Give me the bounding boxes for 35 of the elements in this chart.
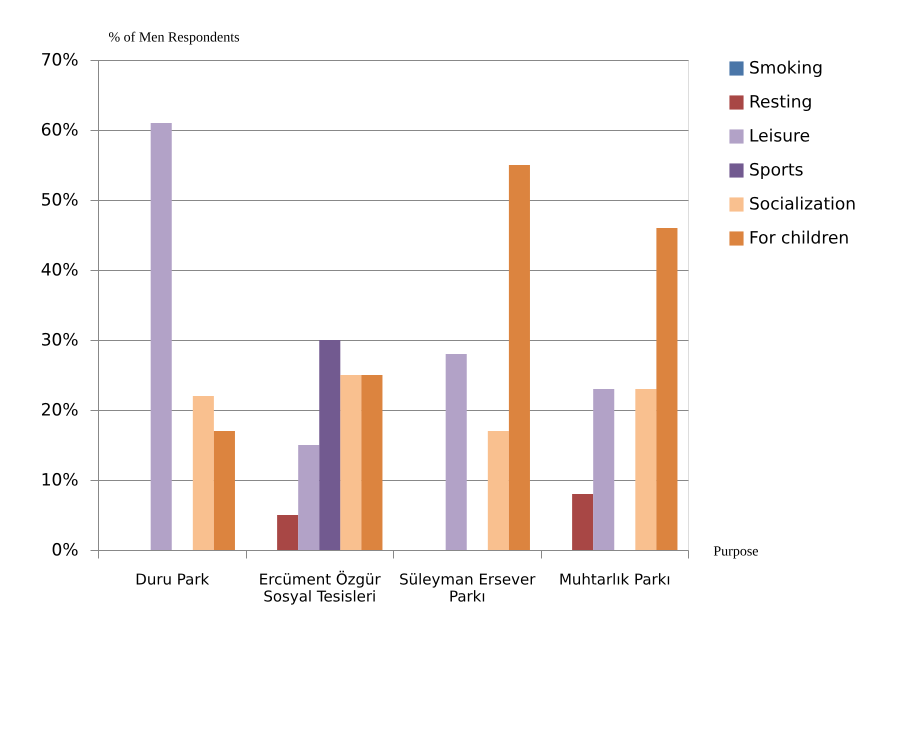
bar [593, 389, 614, 550]
bar [298, 445, 320, 550]
bar [214, 431, 235, 550]
y-axis-title: % of Men Respondents [108, 30, 240, 46]
legend-label: Leisure [749, 126, 810, 146]
legend-label: Smoking [749, 58, 823, 78]
legend-label: Sports [749, 160, 804, 180]
bar [361, 375, 382, 550]
bar [150, 123, 172, 550]
x-tick-label: Duru Park [135, 570, 210, 588]
bar [508, 165, 530, 550]
bar [319, 340, 340, 550]
bar [572, 494, 594, 550]
y-tick-label: 30% [40, 330, 78, 350]
y-tick-label: 60% [40, 120, 78, 140]
bar [192, 396, 214, 550]
x-tick-label: Süleyman Ersever Parkı [399, 570, 536, 606]
y-tick-label: 70% [40, 50, 78, 70]
y-tick-label: 0% [52, 540, 78, 560]
x-axis-title: Purpose [713, 544, 758, 560]
x-tick-label: Muhtarlık Parkı [558, 570, 671, 588]
y-tick-label: 40% [40, 260, 78, 280]
bar [277, 515, 298, 550]
y-tick-label: 10% [40, 470, 78, 490]
bar [340, 375, 362, 550]
y-tick-label: 50% [40, 190, 78, 210]
legend-label: Resting [749, 92, 812, 112]
bar [656, 228, 678, 550]
bar [635, 389, 656, 550]
legend-label: Socialization [749, 194, 856, 214]
y-tick-label: 20% [40, 400, 78, 420]
bar [446, 354, 467, 550]
bar [488, 431, 509, 550]
legend-label: For children [749, 228, 850, 248]
x-tick-label: Ercüment Özgür Sosyal Tesisleri [258, 570, 382, 606]
